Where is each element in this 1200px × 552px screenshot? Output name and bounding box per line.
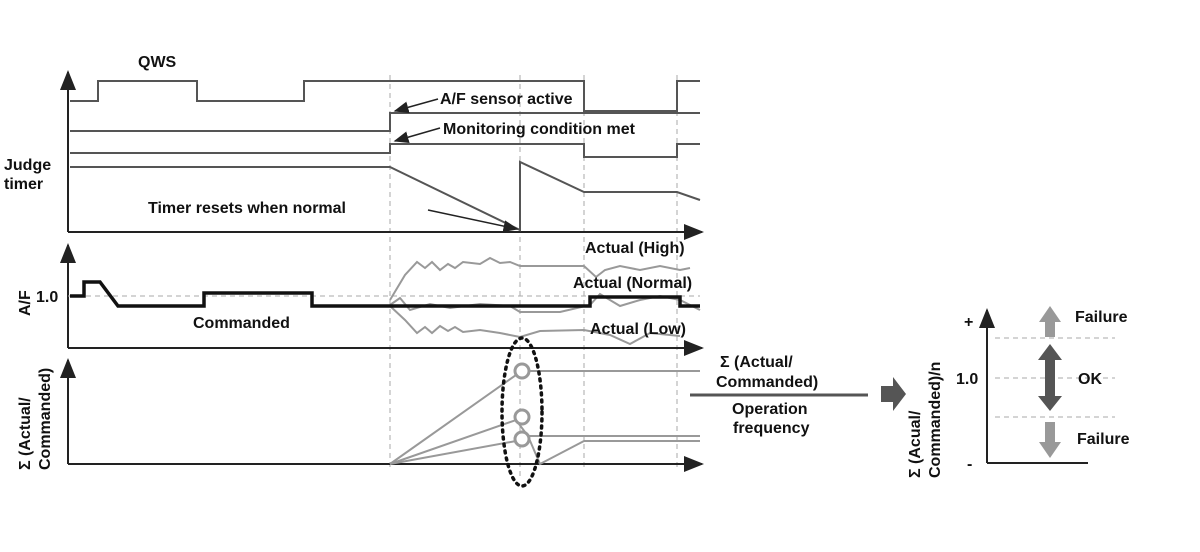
actual-low-line bbox=[389, 305, 681, 346]
sum-normal-marker bbox=[513, 408, 531, 426]
actual-high-label: Actual (High) bbox=[585, 240, 685, 257]
sum-low-marker bbox=[513, 430, 531, 448]
formula-denominator: Operation bbox=[732, 401, 808, 418]
af-panel: 1.0 A/F Commanded Actual (High) Actual (… bbox=[17, 240, 704, 356]
svg-text:Commanded): Commanded) bbox=[716, 374, 818, 391]
sample-ellipse bbox=[500, 336, 544, 488]
svg-text:Commanded)/n: Commanded)/n bbox=[927, 362, 944, 478]
judgement-chart: + 1.0 - Σ (Acual/ Commanded)/n Failure O… bbox=[907, 306, 1130, 478]
qws-label: QWS bbox=[138, 54, 177, 71]
failure-up-arrow-icon bbox=[1039, 306, 1061, 337]
monitoring-label: Monitoring condition met bbox=[443, 121, 636, 138]
af-sensor-label: A/F sensor active bbox=[440, 91, 573, 108]
timer-reset-label: Timer resets when normal bbox=[148, 200, 346, 217]
actual-high-line bbox=[389, 256, 691, 301]
failure-down-arrow-icon bbox=[1039, 422, 1061, 458]
ref-tick: 1.0 bbox=[956, 371, 978, 388]
judge-timer-signal bbox=[70, 160, 701, 232]
upper-failure-label: Failure bbox=[1075, 309, 1128, 326]
judge-timer-label: Judge bbox=[4, 157, 51, 174]
svg-text:frequency: frequency bbox=[733, 420, 810, 437]
svg-text:timer: timer bbox=[4, 176, 43, 193]
sum-normal-line bbox=[389, 418, 700, 465]
af-ylabel: A/F bbox=[17, 290, 34, 316]
formula-numerator: Σ (Actual/ bbox=[720, 354, 793, 371]
plus-tick: + bbox=[964, 314, 973, 331]
af-ref-tick: 1.0 bbox=[36, 289, 58, 306]
lower-failure-label: Failure bbox=[1077, 431, 1130, 448]
commanded-label: Commanded bbox=[193, 315, 290, 332]
commanded-line bbox=[70, 280, 700, 308]
actual-normal-label: Actual (Normal) bbox=[573, 275, 692, 292]
ok-double-arrow-icon bbox=[1038, 344, 1062, 411]
minus-tick: - bbox=[967, 456, 972, 473]
result-arrow-icon bbox=[881, 377, 906, 411]
sum-ylabel: Σ (Actual/ bbox=[17, 397, 34, 470]
sum-low-line bbox=[389, 434, 700, 466]
sum-high-line bbox=[389, 370, 700, 465]
ok-label: OK bbox=[1078, 371, 1102, 388]
formula: Σ (Actual/ Commanded) Operation frequenc… bbox=[690, 354, 906, 437]
actual-low-label: Actual (Low) bbox=[590, 321, 686, 338]
monitoring-signal bbox=[70, 143, 700, 158]
sum-panel: Σ (Actual/ Commanded) bbox=[17, 336, 704, 488]
timing-panel: QWS A/F sensor active Monitoring conditi… bbox=[4, 54, 704, 240]
sum-high-marker bbox=[513, 362, 531, 380]
qws-signal bbox=[70, 80, 700, 112]
af-sensor-signal bbox=[70, 112, 700, 132]
judgement-ylabel: Σ (Acual/ bbox=[907, 410, 924, 478]
svg-text:Commanded): Commanded) bbox=[37, 368, 54, 470]
